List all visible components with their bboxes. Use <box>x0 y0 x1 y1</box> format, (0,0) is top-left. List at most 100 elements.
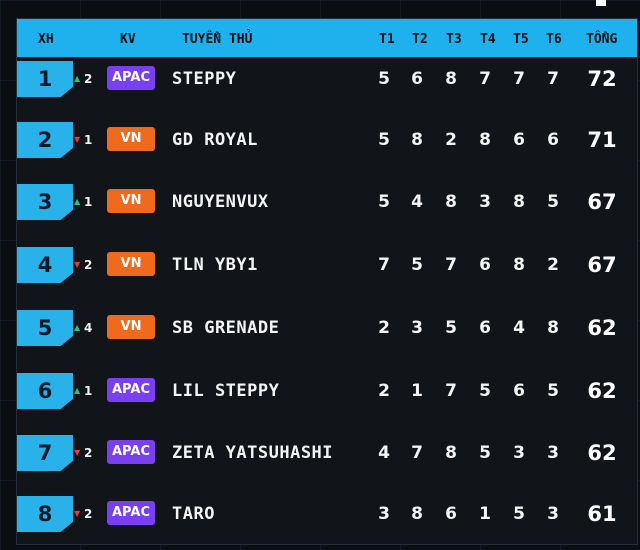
region-badge: VN <box>107 127 155 151</box>
table-row: 1 ▲ 2 APAC STEPPY 5 6 8 7 7 7 72 <box>17 61 637 99</box>
score-t2: 5 <box>411 255 423 275</box>
region-badge: APAC <box>107 378 155 402</box>
score-t2: 1 <box>411 381 423 401</box>
score-t3: 8 <box>445 69 457 89</box>
score-t2: 6 <box>411 69 423 89</box>
table-row: 2 ▼ 1 VN GD ROYAL 5 8 2 8 6 6 71 <box>17 122 637 160</box>
score-t3: 6 <box>445 504 457 524</box>
change-up-icon: ▲ <box>74 74 81 83</box>
score-t3: 2 <box>445 130 457 150</box>
change-up-icon: ▲ <box>74 323 81 332</box>
score-t6: 8 <box>547 318 559 338</box>
total-score: 62 <box>587 441 617 465</box>
score-t1: 5 <box>378 69 390 89</box>
score-t6: 2 <box>547 255 559 275</box>
score-t4: 7 <box>479 69 491 89</box>
change-value: 1 <box>84 384 93 398</box>
change-down-icon: ▼ <box>74 509 81 518</box>
total-score: 67 <box>587 253 617 277</box>
score-t5: 6 <box>513 381 525 401</box>
score-t1: 2 <box>378 381 390 401</box>
player-name: GD ROYAL <box>172 130 258 150</box>
header-t6: T6 <box>546 32 562 47</box>
region-badge: APAC <box>107 501 155 525</box>
region-badge: VN <box>107 189 155 213</box>
score-t2: 8 <box>411 130 423 150</box>
change-down-icon: ▼ <box>74 135 81 144</box>
player-name: SB GRENADE <box>172 318 280 338</box>
score-t2: 7 <box>411 443 423 463</box>
table-row: 4 ▼ 2 VN TLN YBY1 7 5 7 6 8 2 67 <box>17 247 637 285</box>
score-t3: 5 <box>445 318 457 338</box>
score-t1: 7 <box>378 255 390 275</box>
score-t2: 3 <box>411 318 423 338</box>
region-badge: VN <box>107 252 155 276</box>
score-t6: 3 <box>547 443 559 463</box>
corner-mark <box>596 0 606 6</box>
change-up-icon: ▲ <box>74 386 81 395</box>
change-value: 1 <box>84 133 93 147</box>
rank-number: 3 <box>17 184 73 220</box>
change-value: 2 <box>84 72 93 86</box>
total-score: 61 <box>587 502 617 526</box>
score-t5: 4 <box>513 318 525 338</box>
player-name: ZETA YATSUHASHI <box>172 443 334 463</box>
header-t3: T3 <box>446 32 462 47</box>
table-row: 6 ▲ 1 APAC LIL STEPPY 2 1 7 5 6 5 62 <box>17 373 637 411</box>
score-t3: 8 <box>445 443 457 463</box>
total-score: 62 <box>587 379 617 403</box>
player-name: TLN YBY1 <box>172 255 258 275</box>
score-t5: 6 <box>513 130 525 150</box>
region-badge: APAC <box>107 440 155 464</box>
change-value: 1 <box>84 195 93 209</box>
score-t5: 8 <box>513 255 525 275</box>
score-t1: 2 <box>378 318 390 338</box>
player-name: LIL STEPPY <box>172 381 280 401</box>
score-t1: 5 <box>378 130 390 150</box>
score-t5: 5 <box>513 504 525 524</box>
rank-number: 2 <box>17 122 73 158</box>
score-t5: 3 <box>513 443 525 463</box>
score-t4: 1 <box>479 504 491 524</box>
score-t6: 6 <box>547 130 559 150</box>
score-t2: 4 <box>411 192 423 212</box>
header-region: KV <box>120 32 136 47</box>
header-t2: T2 <box>412 32 428 47</box>
table-row: 8 ▼ 2 APAC TARO 3 8 6 1 5 3 61 <box>17 496 637 534</box>
table-row: 3 ▲ 1 VN NGUYENVUX 5 4 8 3 8 5 67 <box>17 184 637 222</box>
rank-number: 8 <box>17 496 73 532</box>
score-t4: 5 <box>479 381 491 401</box>
score-t1: 5 <box>378 192 390 212</box>
header-t4: T4 <box>480 32 496 47</box>
change-value: 2 <box>84 507 93 521</box>
leaderboard-table: XH KV TUYỂN THỦ T1 T2 T3 T4 T5 T6 TỔNG 1… <box>16 18 638 545</box>
rank-number: 6 <box>17 373 73 409</box>
header-total: TỔNG <box>586 32 618 47</box>
change-value: 4 <box>84 321 93 335</box>
total-score: 72 <box>587 67 617 91</box>
header-t1: T1 <box>379 32 395 47</box>
score-t5: 8 <box>513 192 525 212</box>
score-t3: 8 <box>445 192 457 212</box>
change-value: 2 <box>84 446 93 460</box>
score-t6: 3 <box>547 504 559 524</box>
score-t4: 8 <box>479 130 491 150</box>
change-down-icon: ▼ <box>74 260 81 269</box>
header-player: TUYỂN THỦ <box>182 32 253 47</box>
score-t1: 3 <box>378 504 390 524</box>
header-rank: XH <box>38 32 54 47</box>
score-t1: 4 <box>378 443 390 463</box>
rank-number: 4 <box>17 247 73 283</box>
change-down-icon: ▼ <box>74 448 81 457</box>
region-badge: VN <box>107 315 155 339</box>
rank-number: 1 <box>17 61 73 97</box>
score-t4: 6 <box>479 318 491 338</box>
total-score: 67 <box>587 190 617 214</box>
score-t6: 5 <box>547 381 559 401</box>
region-badge: APAC <box>107 66 155 90</box>
total-score: 62 <box>587 316 617 340</box>
score-t3: 7 <box>445 255 457 275</box>
total-score: 71 <box>587 128 617 152</box>
table-row: 7 ▼ 2 APAC ZETA YATSUHASHI 4 7 8 5 3 3 6… <box>17 435 637 473</box>
rank-number: 5 <box>17 310 73 346</box>
